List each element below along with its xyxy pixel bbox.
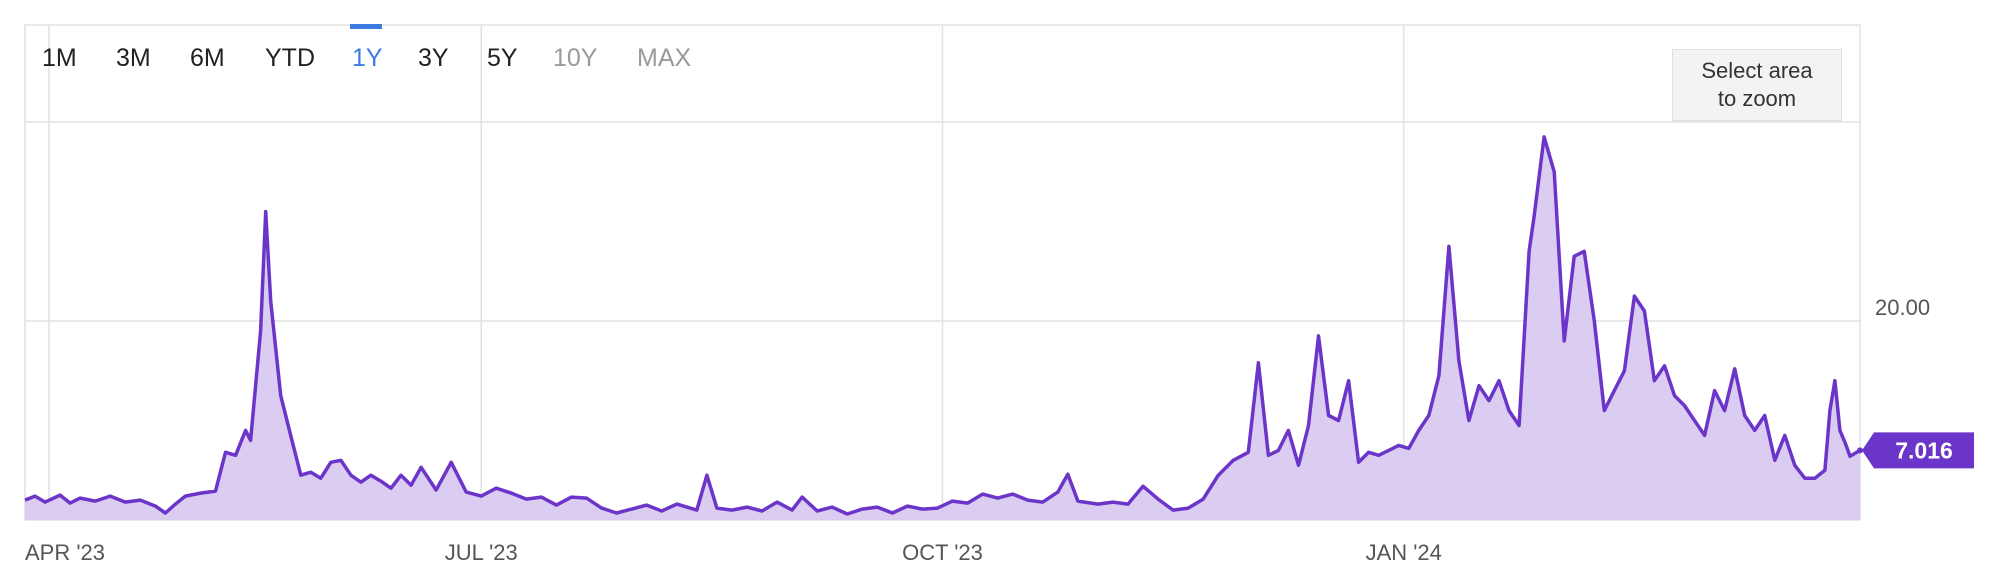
range-button-1m[interactable]: 1M <box>42 44 77 72</box>
series-line-path <box>24 135 1861 516</box>
last-value-label: 7.016 <box>1895 437 1953 463</box>
x-tick-label: OCT '23 <box>902 540 983 565</box>
y-axis: 20.00 <box>1875 295 1930 320</box>
series-area-fill <box>25 136 1860 520</box>
range-button-10y: 10Y <box>553 44 598 72</box>
x-tick-label: APR '23 <box>25 540 105 565</box>
active-range-indicator <box>350 24 382 29</box>
range-button-3y[interactable]: 3Y <box>418 44 449 72</box>
range-button-5y[interactable]: 5Y <box>487 44 518 72</box>
range-button-6m[interactable]: 6M <box>190 44 225 72</box>
last-value-badge <box>1862 432 1974 469</box>
last-value-marker: 7.016 <box>1857 432 1974 469</box>
range-button-ytd[interactable]: YTD <box>265 44 315 72</box>
select-area-to-zoom-button[interactable]: Select area to zoom <box>1672 49 1842 121</box>
y-tick-label: 20.00 <box>1875 295 1930 320</box>
range-button-1y[interactable]: 1Y <box>352 44 383 72</box>
series-area <box>25 136 1860 520</box>
x-tick-label: JAN '24 <box>1366 540 1442 565</box>
range-button-max: MAX <box>637 44 692 72</box>
range-button-3m[interactable]: 3M <box>116 44 151 72</box>
series-line <box>24 135 1861 516</box>
last-point-dot <box>1857 447 1863 454</box>
x-axis: APR '23 JUL '23 OCT '23 JAN '24 <box>25 540 1442 565</box>
zoom-button-label-line2: to zoom <box>1717 86 1797 111</box>
zoom-button-label-line1: Select area <box>1701 58 1813 83</box>
x-tick-label: JUL '23 <box>445 540 518 565</box>
